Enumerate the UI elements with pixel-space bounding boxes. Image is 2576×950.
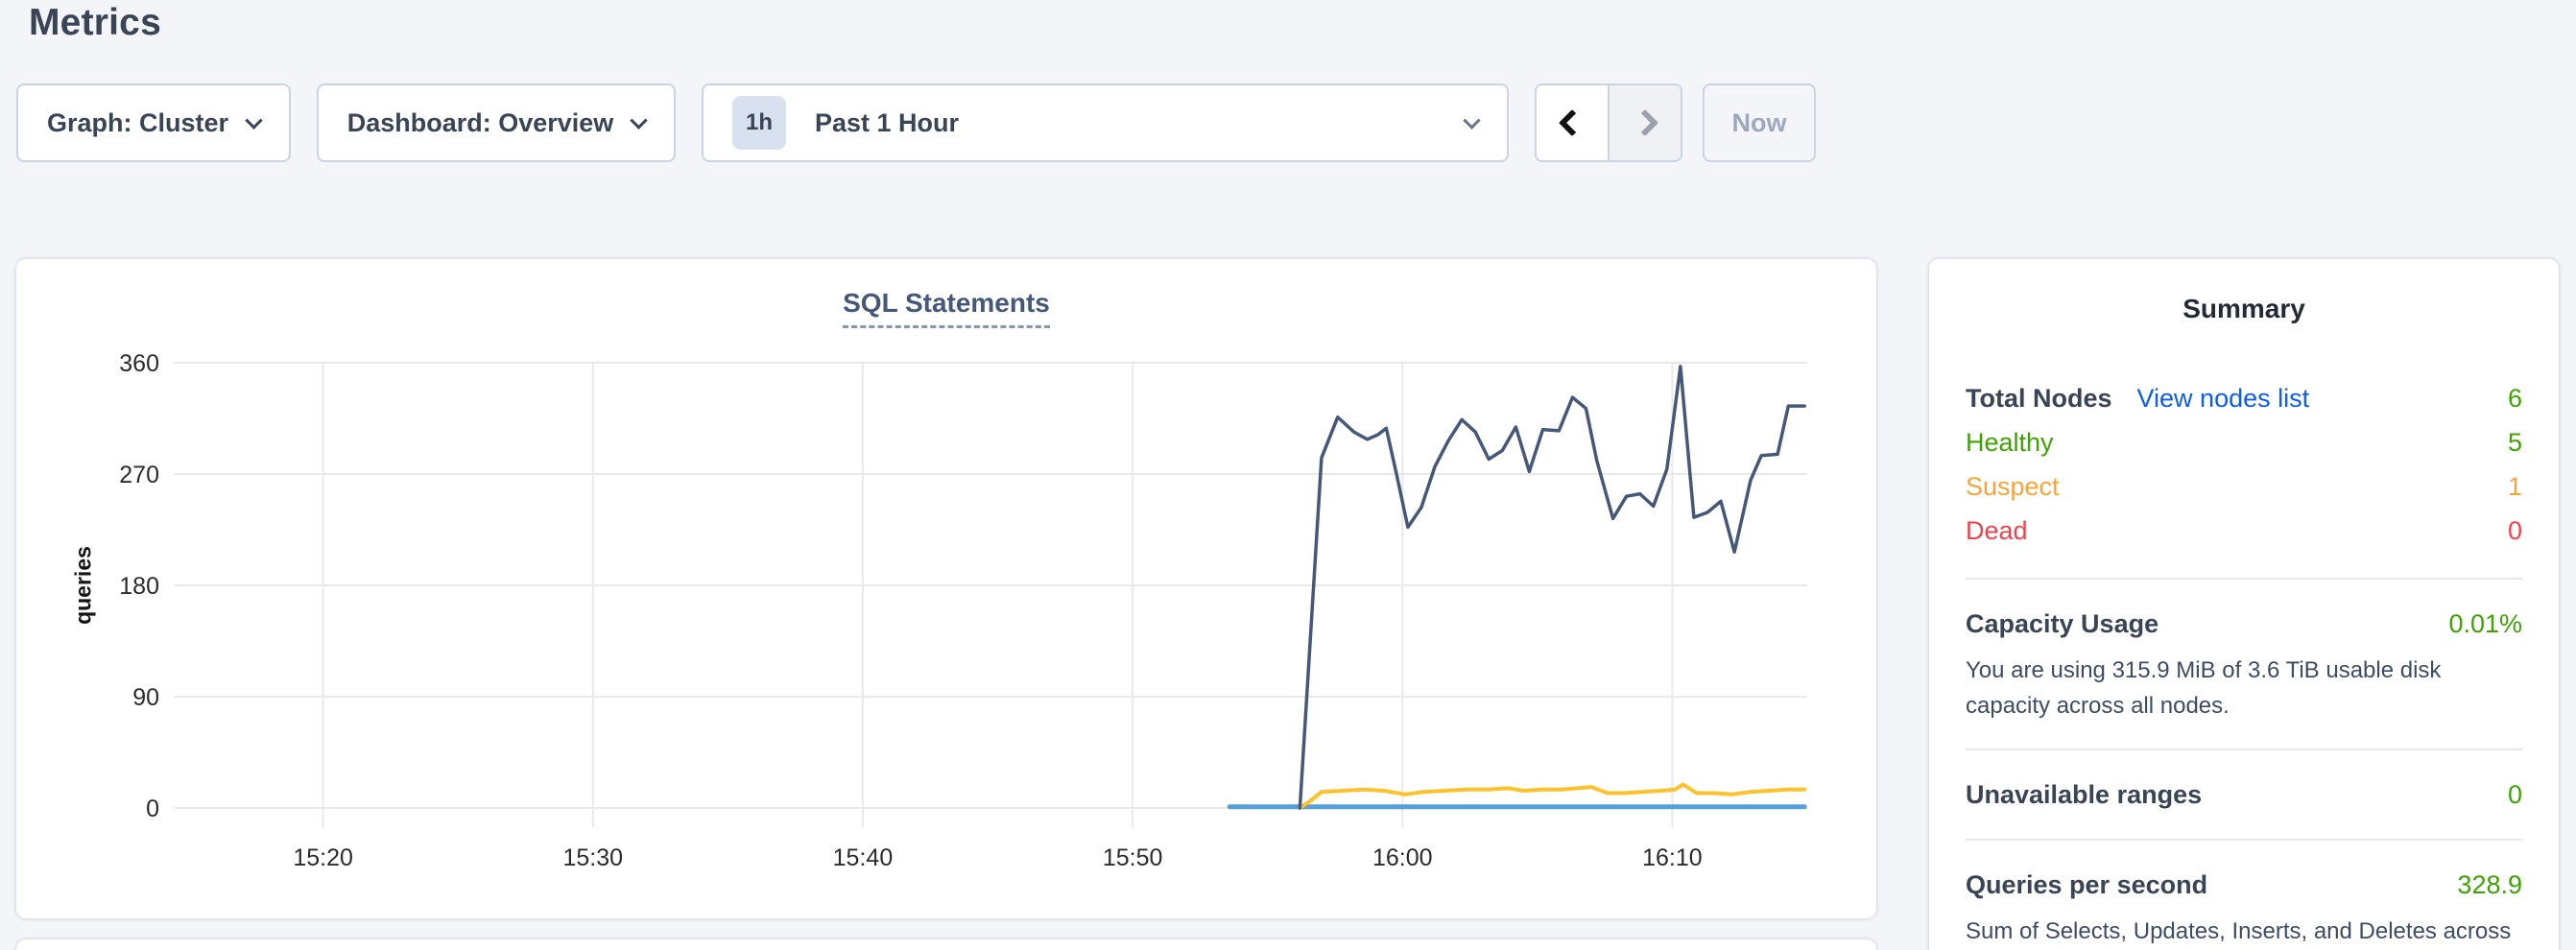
svg-text:90: 90 bbox=[132, 684, 159, 711]
svg-text:15:40: 15:40 bbox=[833, 844, 894, 871]
chart-title-wrap: SQL Statements bbox=[16, 288, 1876, 328]
now-button[interactable]: Now bbox=[1703, 83, 1816, 162]
divider bbox=[1966, 578, 2522, 580]
divider bbox=[1966, 839, 2522, 841]
svg-text:15:50: 15:50 bbox=[1103, 844, 1163, 871]
healthy-nodes-row: Healthy 5 bbox=[1966, 420, 2522, 464]
page-title: Metrics bbox=[29, 2, 161, 43]
svg-text:360: 360 bbox=[119, 350, 159, 377]
total-nodes-value: 6 bbox=[2507, 383, 2522, 413]
capacity-section: Capacity Usage 0.01% You are using 315.9… bbox=[1966, 605, 2522, 724]
time-step-buttons bbox=[1535, 83, 1682, 162]
graph-dropdown-label: Graph: Cluster bbox=[46, 107, 229, 137]
next-time-button[interactable] bbox=[1608, 85, 1681, 160]
dead-value: 0 bbox=[2507, 515, 2522, 545]
time-window-badge: 1h bbox=[732, 96, 786, 150]
total-nodes-label: Total Nodes bbox=[1966, 383, 2112, 413]
summary-title: Summary bbox=[2182, 294, 2305, 323]
svg-text:16:00: 16:00 bbox=[1372, 844, 1433, 871]
time-range-selector[interactable]: 1h Past 1 Hour bbox=[702, 83, 1509, 162]
sql-statements-card: SQL Statements queries 0 90 180 270 360 15:20… bbox=[16, 259, 1876, 918]
summary-panel: Summary Total Nodes View nodes list 6 He… bbox=[1929, 259, 2559, 950]
capacity-description: You are using 315.9 MiB of 3.6 TiB usabl… bbox=[1966, 657, 2442, 719]
qps-section: Queries per second 328.9 Sum of Selects,… bbox=[1966, 866, 2522, 950]
graph-dropdown[interactable]: Graph: Cluster bbox=[16, 83, 291, 162]
healthy-label: Healthy bbox=[1966, 427, 2054, 457]
unavailable-ranges-label: Unavailable ranges bbox=[1966, 779, 2203, 809]
suspect-label: Suspect bbox=[1966, 471, 2060, 501]
chevron-down-icon bbox=[630, 110, 648, 130]
unavailable-ranges-value: 0 bbox=[2507, 779, 2522, 809]
healthy-value: 5 bbox=[2507, 427, 2522, 457]
divider bbox=[1966, 748, 2522, 750]
y-axis-label: queries bbox=[70, 546, 96, 625]
chevron-down-icon bbox=[245, 110, 263, 130]
svg-text:15:20: 15:20 bbox=[293, 844, 353, 871]
sql-statements-chart[interactable]: 0 90 180 270 360 15:20 15:30 15:40 15:50 16:00 16:… bbox=[16, 259, 1876, 918]
toolbar: Graph: Cluster Dashboard: Overview 1h Pa… bbox=[16, 83, 1816, 162]
dead-nodes-row: Dead 0 bbox=[1966, 509, 2522, 553]
node-status-list: Total Nodes View nodes list 6 Healthy 5 … bbox=[1966, 376, 2522, 553]
svg-text:16:10: 16:10 bbox=[1642, 844, 1703, 871]
chevron-down-icon bbox=[1463, 110, 1481, 130]
svg-text:180: 180 bbox=[119, 573, 159, 600]
qps-value: 328.9 bbox=[2457, 869, 2522, 899]
svg-text:15:30: 15:30 bbox=[563, 844, 624, 871]
qps-description: Sum of Selects, Updates, Inserts, and De… bbox=[1966, 918, 2512, 944]
prev-time-button[interactable] bbox=[1537, 85, 1608, 160]
svg-text:270: 270 bbox=[119, 462, 159, 488]
view-nodes-list-link[interactable]: View nodes list bbox=[2136, 383, 2310, 413]
qps-label: Queries per second bbox=[1966, 869, 2208, 899]
chevron-left-icon bbox=[1558, 108, 1586, 137]
chart-title[interactable]: SQL Statements bbox=[843, 288, 1050, 328]
time-range-label: Past 1 Hour bbox=[815, 107, 960, 137]
total-nodes-row: Total Nodes View nodes list 6 bbox=[1966, 376, 2522, 420]
svg-text:0: 0 bbox=[146, 796, 159, 822]
unavailable-ranges-section: Unavailable ranges 0 bbox=[1966, 775, 2522, 814]
dead-label: Dead bbox=[1966, 515, 2028, 545]
capacity-label: Capacity Usage bbox=[1966, 608, 2159, 638]
chevron-right-icon bbox=[1631, 108, 1659, 137]
dashboard-dropdown[interactable]: Dashboard: Overview bbox=[317, 83, 676, 162]
dashboard-dropdown-label: Dashboard: Overview bbox=[346, 107, 614, 137]
next-chart-card bbox=[16, 939, 1876, 950]
suspect-nodes-row: Suspect 1 bbox=[1966, 464, 2522, 509]
capacity-value: 0.01% bbox=[2448, 608, 2522, 638]
suspect-value: 1 bbox=[2507, 471, 2522, 501]
